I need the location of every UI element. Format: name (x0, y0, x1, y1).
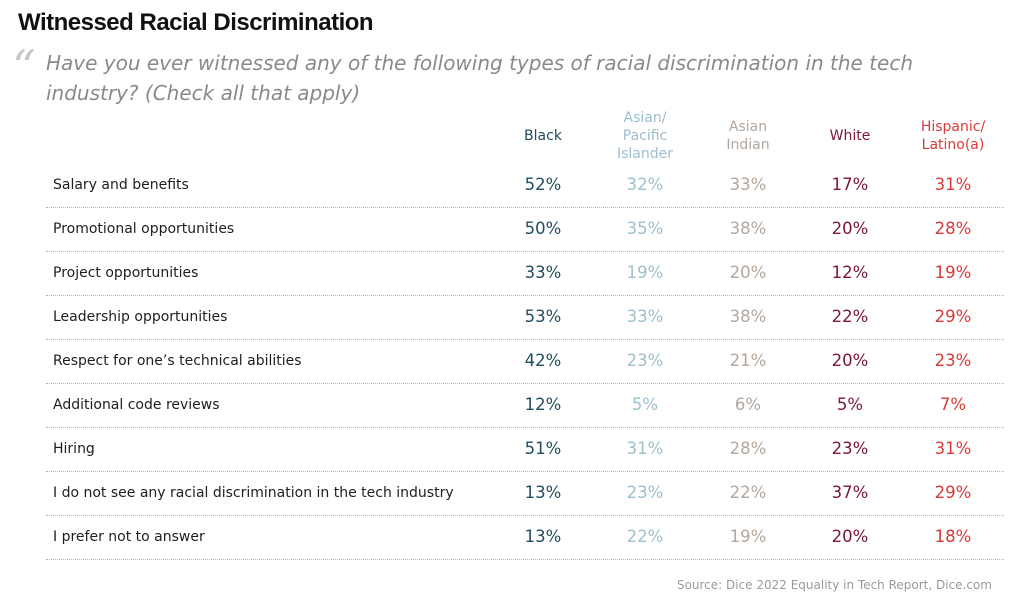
column-header: White (829, 128, 871, 144)
value-cell: 32% (626, 175, 664, 194)
value-cell: 35% (626, 219, 664, 238)
value-cell: 13% (524, 483, 562, 502)
column-header: Asian Indian (726, 119, 770, 153)
value-cell: 33% (729, 175, 767, 194)
value-cell: 20% (729, 263, 767, 282)
row-label: I prefer not to answer (53, 529, 205, 545)
column-header: Hispanic/ Latino(a) (920, 119, 986, 153)
value-cell: 5% (836, 395, 864, 414)
value-cell: 6% (734, 395, 762, 414)
value-cell: 38% (729, 307, 767, 326)
value-cell: 53% (524, 307, 562, 326)
value-cell: 31% (934, 439, 972, 458)
value-cell: 19% (934, 263, 972, 282)
value-cell: 7% (939, 395, 967, 414)
value-cell: 22% (831, 307, 869, 326)
table-row: Promotional opportunities 50% 35% 38% 20% 28% (46, 207, 1004, 252)
table-row: Additional code reviews 12% 5% 6% 5% 7% (46, 383, 1004, 428)
value-cell: 52% (524, 175, 562, 194)
value-cell: 12% (831, 263, 869, 282)
value-cell: 23% (934, 351, 972, 370)
value-cell: 23% (626, 351, 664, 370)
row-label: Leadership opportunities (53, 309, 228, 325)
value-cell: 20% (831, 219, 869, 238)
value-cell: 33% (524, 263, 562, 282)
column-header: Black (524, 128, 562, 144)
value-cell: 12% (524, 395, 562, 414)
value-cell: 5% (631, 395, 659, 414)
value-cell: 23% (626, 483, 664, 502)
value-cell: 38% (729, 219, 767, 238)
row-label: Salary and benefits (53, 177, 189, 193)
value-cell: 28% (729, 439, 767, 458)
value-cell: 17% (831, 175, 869, 194)
value-cell: 23% (831, 439, 869, 458)
table-row: Respect for one’s technical abilities 42%… (46, 339, 1004, 384)
value-cell: 13% (524, 527, 562, 546)
source-note: Source: Dice 2022 Equality in Tech Repor… (676, 578, 992, 592)
value-cell: 19% (729, 527, 767, 546)
row-label: Promotional opportunities (53, 221, 235, 237)
value-cell: 33% (626, 307, 664, 326)
open-quote-icon: “ (12, 40, 36, 94)
value-cell: 18% (934, 527, 972, 546)
table-row: Salary and benefits 52% 32% 33% 17% 31% (46, 163, 1004, 208)
table-row: Hiring 51% 31% 28% 23% 31% (46, 427, 1004, 472)
value-cell: 31% (934, 175, 972, 194)
value-cell: 50% (524, 219, 562, 238)
value-cell: 37% (831, 483, 869, 502)
value-cell: 31% (626, 439, 664, 458)
value-cell: 28% (934, 219, 972, 238)
value-cell: 20% (831, 351, 869, 370)
value-cell: 22% (626, 527, 664, 546)
value-cell: 51% (524, 439, 562, 458)
table-row: I do not see any racial discrimination i… (46, 471, 1004, 516)
value-cell: 29% (934, 483, 972, 502)
row-label: Project opportunities (53, 265, 199, 281)
row-label: Respect for one’s technical abilities (53, 353, 302, 369)
value-cell: 20% (831, 527, 869, 546)
column-header: Asian/ Pacific Islander (616, 110, 674, 162)
value-cell: 22% (729, 483, 767, 502)
value-cell: 19% (626, 263, 664, 282)
row-label: Hiring (53, 441, 95, 457)
table-row: I prefer not to answer 13% 22% 19% 20% 18% (46, 515, 1004, 560)
survey-question: Have you ever witnessed any of the follo… (46, 51, 914, 105)
row-label: I do not see any racial discrimination i… (53, 485, 454, 501)
value-cell: 42% (524, 351, 562, 370)
chart-title: Witnessed Racial Discrimination (18, 9, 374, 36)
value-cell: 21% (729, 351, 767, 370)
row-label: Additional code reviews (53, 397, 220, 413)
table-row: Project opportunities 33% 19% 20% 12% 19% (46, 251, 1004, 296)
table-row: Leadership opportunities 53% 33% 38% 22% 29% (46, 295, 1004, 340)
value-cell: 29% (934, 307, 972, 326)
